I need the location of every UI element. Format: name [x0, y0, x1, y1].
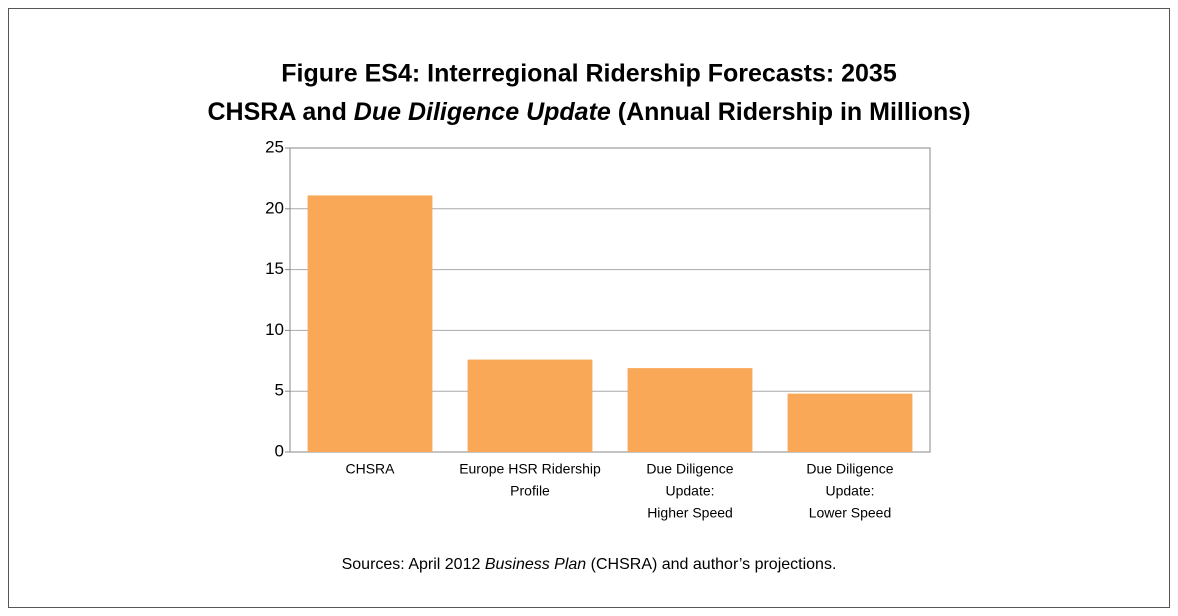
y-tick-label: 15 [265, 259, 284, 278]
y-tick-label: 20 [265, 198, 284, 217]
chart-subtitle: CHSRA and Due Diligence Update (Annual R… [207, 98, 970, 126]
plot-frame [289, 147, 931, 453]
bar [787, 393, 913, 452]
bar [467, 359, 593, 452]
frame [8, 8, 1170, 608]
subtitle-part: (Annual Ridership in Millions) [611, 98, 971, 126]
x-tick-label: Europe HSR Ridership [459, 461, 601, 477]
source-part: Sources: April 2012 [342, 556, 485, 573]
subtitle-part: Due Diligence Update [354, 98, 611, 126]
source-part: (CHSRA) and author’s projections. [586, 556, 836, 573]
bar [307, 195, 433, 452]
y-tick-label: 25 [265, 137, 284, 156]
x-tick-label: Higher Speed [647, 505, 733, 521]
source-note: Sources: April 2012 Business Plan (CHSRA… [342, 556, 837, 573]
x-tick-label: Lower Speed [809, 505, 892, 521]
y-tick-label: 5 [275, 381, 284, 400]
y-tick-label: 10 [265, 320, 284, 339]
x-tick-label: Update: [825, 483, 874, 499]
y-tick-label: 0 [275, 441, 284, 460]
bar [627, 368, 753, 452]
x-tick-label: Due Diligence [806, 461, 893, 477]
x-tick-label: CHSRA [345, 461, 395, 477]
x-tick-label: Update: [665, 483, 714, 499]
x-tick-label: Profile [510, 483, 550, 499]
chart-title: Figure ES4: Interregional Ridership Fore… [281, 60, 897, 88]
subtitle-part: CHSRA and [207, 98, 353, 126]
x-tick-label: Due Diligence [646, 461, 733, 477]
source-part: Business Plan [485, 556, 586, 573]
